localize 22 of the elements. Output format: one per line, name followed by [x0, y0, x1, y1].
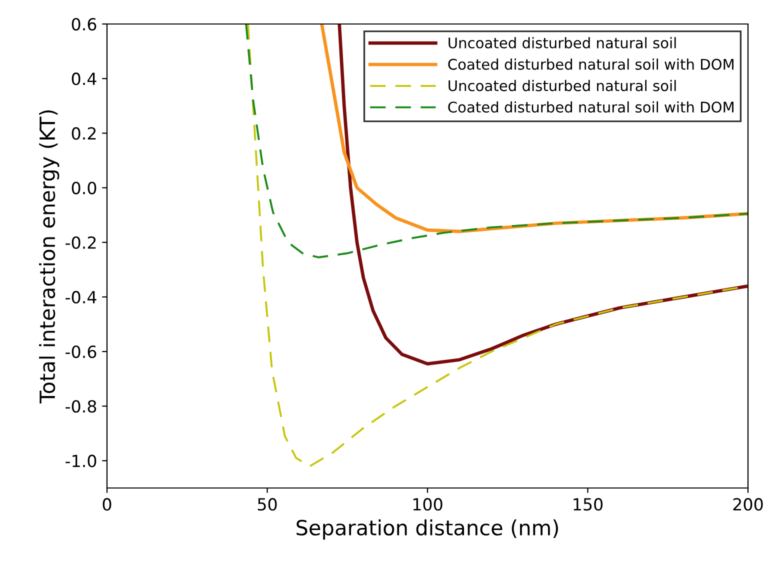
y-tick-label: -0.4: [66, 290, 96, 304]
x-tick-label: 200: [733, 498, 763, 511]
legend-label: Coated disturbed natural soil with DOM: [448, 101, 734, 113]
legend-label: Uncoated disturbed natural soil: [448, 37, 676, 48]
x-axis-title: Separation distance (nm): [296, 519, 558, 540]
x-tick-label: 100: [413, 498, 442, 511]
x-tick-label: 50: [258, 498, 277, 511]
y-tick-label: 0.2: [72, 127, 96, 140]
y-tick-label: -0.2: [66, 236, 96, 249]
y-tick-label: 0.4: [72, 72, 96, 86]
y-tick-label: 0.6: [72, 18, 96, 31]
line-series: [245, 24, 748, 258]
legend-label: Uncoated disturbed natural soil: [448, 80, 676, 92]
y-tick-label: -1.0: [66, 454, 96, 468]
line-series: [247, 24, 748, 468]
y-tick-label: -0.8: [66, 400, 96, 413]
y-tick-label: -0.6: [66, 345, 96, 358]
y-axis-title: Total interaction energy (KT): [39, 110, 60, 404]
legend-label: Coated disturbed natural soil with DOM: [448, 58, 734, 70]
x-tick-label: 150: [574, 498, 603, 511]
x-tick-label: 0: [102, 498, 112, 511]
y-tick-label: 0.0: [72, 182, 96, 194]
